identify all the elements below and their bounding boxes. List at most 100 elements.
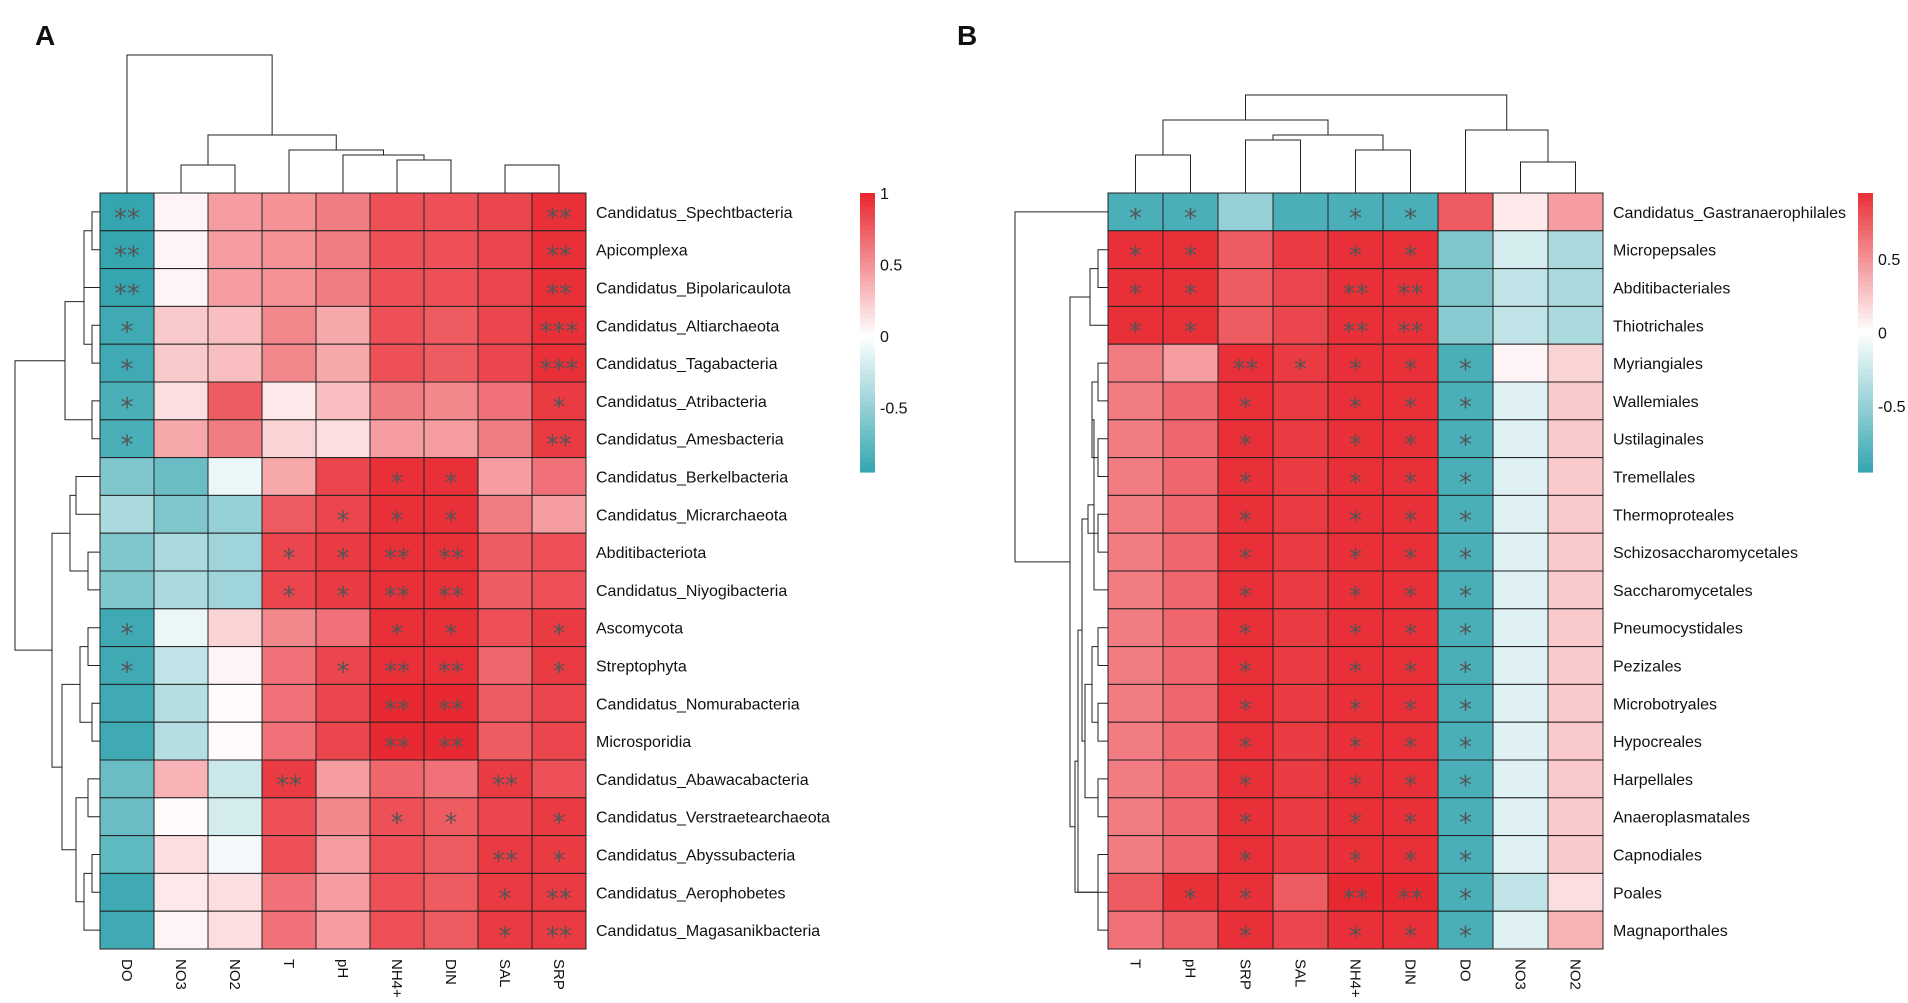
significance-mark: * bbox=[1349, 620, 1362, 650]
colorbar-segment bbox=[860, 332, 875, 338]
colorbar-segment bbox=[1858, 430, 1873, 436]
heatmap-cell bbox=[531, 608, 587, 648]
significance-mark: * bbox=[553, 620, 566, 650]
heatmap-cell bbox=[1107, 570, 1164, 610]
heatmap-cell bbox=[153, 570, 209, 610]
heatmap-cell bbox=[369, 381, 425, 421]
heatmap-cell bbox=[1492, 835, 1549, 874]
colorbar-segment bbox=[860, 379, 875, 385]
heatmap-cell bbox=[1547, 305, 1604, 345]
column-label: NO3 bbox=[172, 959, 189, 990]
significance-mark: * bbox=[1239, 809, 1252, 839]
heatmap-cell bbox=[1382, 268, 1439, 307]
heatmap-cell bbox=[153, 419, 209, 459]
dendrogram-branch bbox=[91, 324, 100, 364]
significance-mark: ** bbox=[114, 204, 140, 234]
colorbar-segment bbox=[860, 397, 875, 403]
colorbar-segment bbox=[1858, 262, 1873, 268]
significance-mark: * bbox=[445, 620, 458, 650]
heatmap-cell bbox=[423, 381, 479, 421]
heatmap-cell bbox=[1272, 721, 1329, 761]
heatmap-cell bbox=[477, 759, 533, 799]
significance-mark: * bbox=[391, 809, 404, 839]
colorbar-tick-label: 0.5 bbox=[880, 258, 902, 275]
colorbar-segment bbox=[860, 272, 875, 278]
significance-mark: * bbox=[1349, 431, 1362, 461]
significance-mark: * bbox=[1459, 922, 1472, 952]
row-label: Candidatus_Abyssubacteria bbox=[596, 848, 795, 865]
colorbar-segment bbox=[860, 402, 875, 408]
dendrogram-branch bbox=[1074, 760, 1108, 893]
significance-mark: * bbox=[121, 620, 134, 650]
colorbar-segment bbox=[1858, 216, 1873, 222]
heatmap-cells-a bbox=[99, 192, 587, 950]
colorbar-segment bbox=[860, 462, 875, 468]
dendrogram-branch bbox=[75, 797, 88, 903]
significance-mark: *** bbox=[540, 355, 579, 385]
heatmap-cell bbox=[1162, 835, 1219, 874]
heatmap-cell bbox=[531, 381, 587, 421]
significance-mark: ** bbox=[1398, 884, 1424, 914]
heatmap-cell bbox=[1217, 268, 1274, 307]
heatmap-cell bbox=[153, 835, 209, 874]
heatmap-cell bbox=[315, 343, 371, 383]
heatmap-cell bbox=[1437, 343, 1494, 383]
row-label: Wallemiales bbox=[1613, 394, 1699, 411]
significance-mark: ** bbox=[546, 922, 572, 952]
heatmap-cell bbox=[423, 872, 479, 912]
dendrogram-branch bbox=[342, 154, 425, 193]
significance-mark: * bbox=[1239, 884, 1252, 914]
heatmap-cell bbox=[1437, 759, 1494, 799]
significance-mark: ** bbox=[438, 733, 464, 763]
heatmap-cell bbox=[369, 192, 425, 232]
significance-mark: * bbox=[1404, 469, 1417, 499]
heatmap-cell bbox=[1547, 494, 1604, 534]
dendrogram-branch bbox=[1520, 161, 1576, 193]
heatmap-cell bbox=[1217, 381, 1274, 421]
heatmap-cell bbox=[531, 910, 587, 950]
heatmap-cell bbox=[531, 683, 587, 723]
heatmap-cell bbox=[1107, 872, 1164, 912]
heatmap-cell bbox=[1107, 759, 1164, 799]
heatmap-cell bbox=[1492, 759, 1549, 799]
heatmap-cell bbox=[1162, 419, 1219, 459]
column-label: T bbox=[1127, 959, 1144, 968]
heatmap-cell bbox=[153, 532, 209, 572]
heatmap-cell bbox=[1492, 192, 1549, 232]
heatmap-cell bbox=[261, 268, 317, 307]
colorbar-segment bbox=[860, 216, 875, 222]
row-label: Saccharomycetales bbox=[1613, 583, 1753, 600]
row-label: Candidatus_Aerophobetes bbox=[596, 885, 785, 902]
colorbar-segment bbox=[860, 337, 875, 343]
heatmap-cell bbox=[99, 910, 155, 950]
heatmap-cell bbox=[1382, 305, 1439, 345]
heatmap-cell bbox=[1327, 910, 1384, 950]
heatmap-cell bbox=[531, 797, 587, 837]
heatmap-cell bbox=[261, 305, 317, 345]
significance-mark: ** bbox=[546, 242, 572, 272]
heatmap-cell bbox=[261, 381, 317, 421]
colorbar-segment bbox=[860, 458, 875, 464]
colorbar-segment bbox=[860, 420, 875, 427]
significance-mark: ** bbox=[546, 280, 572, 310]
column-label: T bbox=[280, 959, 297, 968]
heatmap-cell bbox=[315, 835, 371, 874]
significance-mark: * bbox=[1404, 355, 1417, 385]
row-label: Ascomycota bbox=[596, 621, 683, 638]
heatmap-cell bbox=[315, 646, 371, 685]
heatmap-cell bbox=[261, 192, 317, 232]
colorbar-segment bbox=[1858, 360, 1873, 366]
significance-mark: * bbox=[1239, 847, 1252, 877]
heatmap-cell bbox=[207, 759, 263, 799]
significance-mark: * bbox=[1404, 733, 1417, 763]
heatmap-cell bbox=[369, 759, 425, 799]
heatmap-cell bbox=[1492, 381, 1549, 421]
colorbar-segment bbox=[860, 453, 875, 459]
heatmap-cell bbox=[531, 721, 587, 761]
significance-mark: ** bbox=[438, 658, 464, 688]
heatmap-cell bbox=[99, 570, 155, 610]
colorbar-segment bbox=[860, 220, 875, 227]
colorbar-segment bbox=[1858, 304, 1873, 310]
heatmap-cell bbox=[207, 872, 263, 912]
heatmap-cell bbox=[531, 305, 587, 345]
